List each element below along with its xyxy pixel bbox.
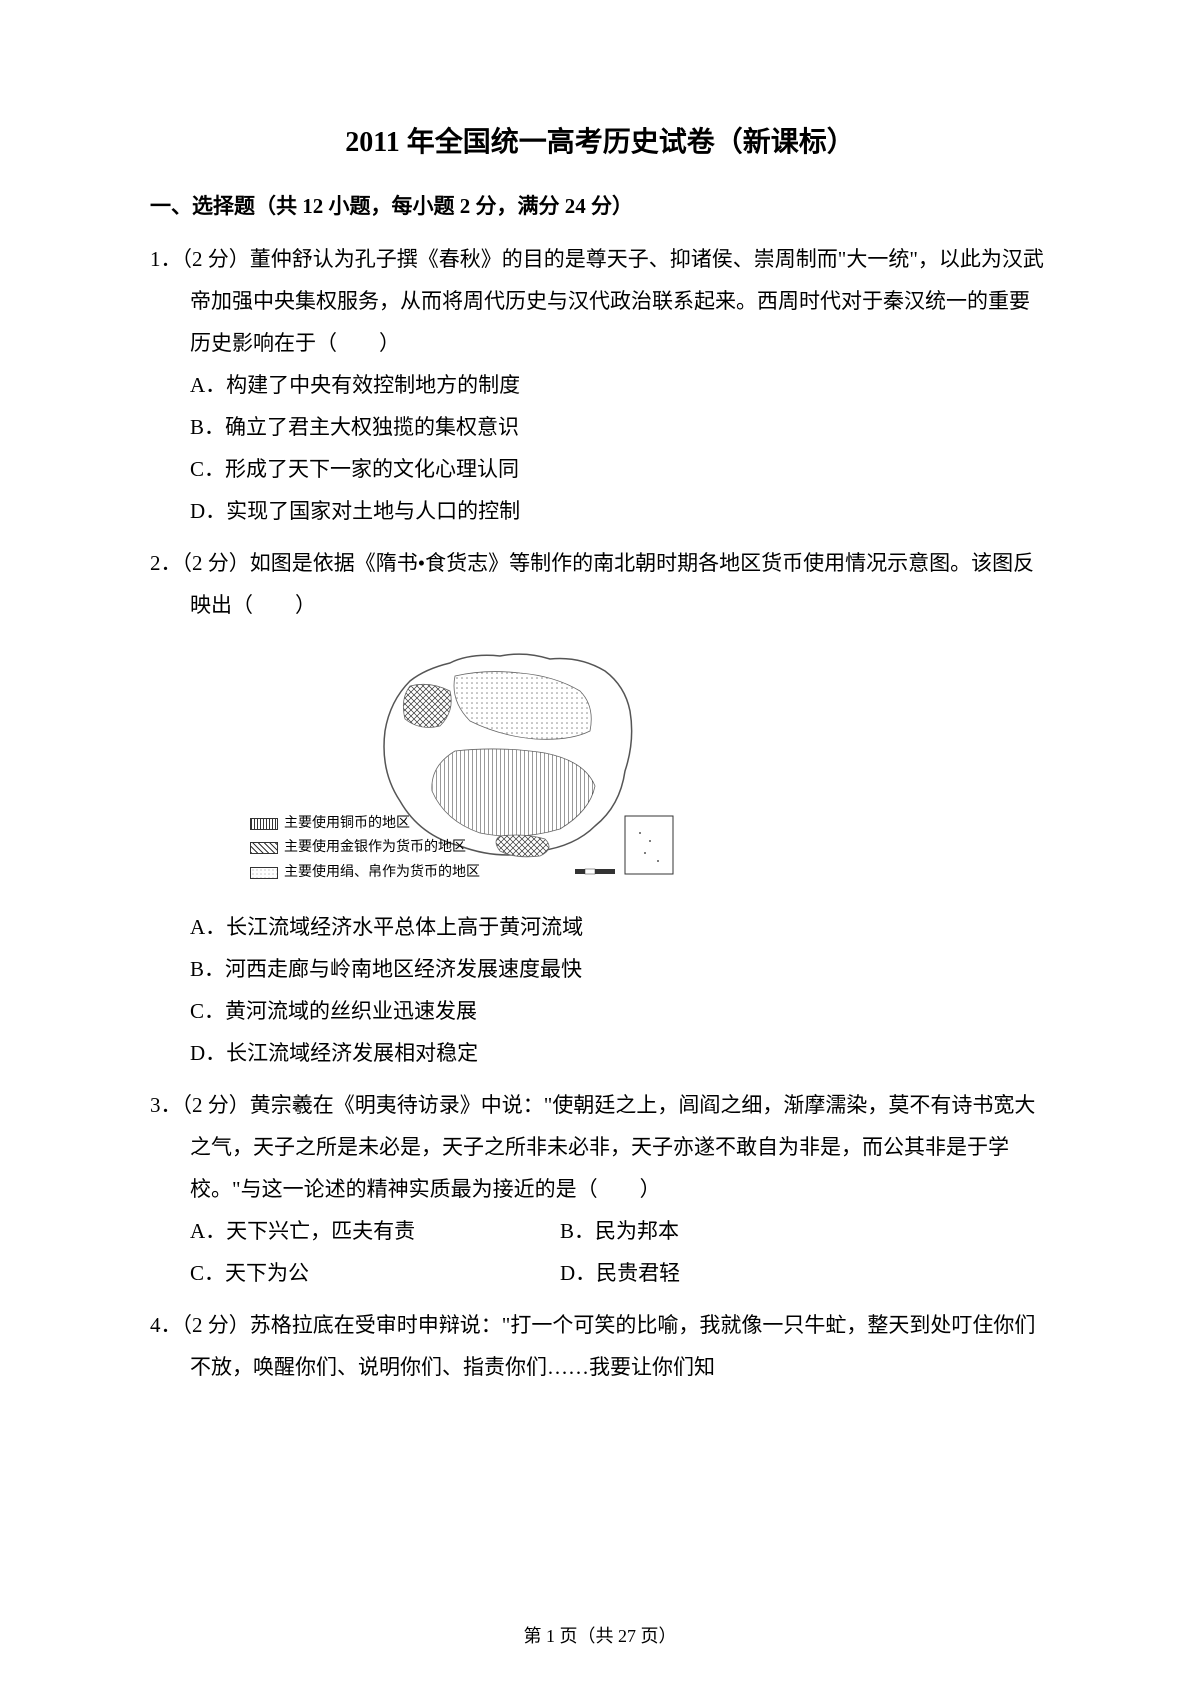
question-options: A．构建了中央有效控制地方的制度 B．确立了君主大权独揽的集权意识 C．形成了天…	[150, 364, 1050, 532]
legend-item: 主要使用金银作为货币的地区	[250, 837, 480, 859]
map-legend: 主要使用铜币的地区 主要使用金银作为货币的地区 主要使用绢、帛作为货币的地区	[250, 813, 480, 886]
question-number: 4．	[150, 1313, 182, 1337]
question-1: 1．（2 分）董仲舒认为孔子撰《春秋》的目的是尊天子、抑诸侯、崇周制而"大一统"…	[150, 238, 1050, 532]
question-points: （2 分）	[182, 551, 250, 575]
question-number: 2．	[150, 551, 182, 575]
question-points: （2 分）	[182, 1313, 250, 1337]
option-a: A．天下兴亡，匹夫有责	[190, 1210, 560, 1252]
option-a: A．长江流域经济水平总体上高于黄河流域	[190, 906, 1050, 948]
question-4: 4．（2 分）苏格拉底在受审时申辩说："打一个可笑的比喻，我就像一只牛虻，整天到…	[150, 1304, 1050, 1388]
map-figure-container: 主要使用铜币的地区 主要使用金银作为货币的地区 主要使用绢、帛作为货币的地区	[150, 641, 1050, 891]
option-c: C．形成了天下一家的文化心理认同	[190, 448, 1050, 490]
option-b: B．河西走廊与岭南地区经济发展速度最快	[190, 948, 1050, 990]
question-stem: 4．（2 分）苏格拉底在受审时申辩说："打一个可笑的比喻，我就像一只牛虻，整天到…	[150, 1304, 1050, 1388]
question-stem-text: 黄宗羲在《明夷待访录》中说："使朝廷之上，闾阎之细，渐摩濡染，莫不有诗书宽大之气…	[190, 1093, 1035, 1201]
question-stem-text: 董仲舒认为孔子撰《春秋》的目的是尊天子、抑诸侯、崇周制而"大一统"，以此为汉武帝…	[190, 247, 1044, 355]
legend-swatch-stripes-icon	[250, 818, 278, 830]
section-heading: 一、选择题（共 12 小题，每小题 2 分，满分 24 分）	[150, 190, 1050, 220]
option-d: D．民贵君轻	[560, 1252, 680, 1294]
question-2: 2．（2 分）如图是依据《隋书•食货志》等制作的南北朝时期各地区货币使用情况示意…	[150, 542, 1050, 1074]
option-d: D．实现了国家对土地与人口的控制	[190, 490, 1050, 532]
option-c: C．黄河流域的丝织业迅速发展	[190, 990, 1050, 1032]
question-stem-text: 苏格拉底在受审时申辩说："打一个可笑的比喻，我就像一只牛虻，整天到处叮住你们不放…	[190, 1313, 1035, 1379]
legend-swatch-cross-icon	[250, 842, 278, 854]
legend-label: 主要使用金银作为货币的地区	[284, 837, 466, 859]
option-b: B．确立了君主大权独揽的集权意识	[190, 406, 1050, 448]
map-figure: 主要使用铜币的地区 主要使用金银作为货币的地区 主要使用绢、帛作为货币的地区	[250, 641, 680, 891]
question-stem: 2．（2 分）如图是依据《隋书•食货志》等制作的南北朝时期各地区货币使用情况示意…	[150, 542, 1050, 626]
question-stem-text: 如图是依据《隋书•食货志》等制作的南北朝时期各地区货币使用情况示意图。该图反映出…	[190, 551, 1034, 617]
legend-item: 主要使用绢、帛作为货币的地区	[250, 862, 480, 884]
legend-label: 主要使用铜币的地区	[284, 813, 410, 835]
question-stem: 1．（2 分）董仲舒认为孔子撰《春秋》的目的是尊天子、抑诸侯、崇周制而"大一统"…	[150, 238, 1050, 364]
question-points: （2 分）	[182, 247, 250, 271]
option-c: C．天下为公	[190, 1252, 560, 1294]
option-d: D．长江流域经济发展相对稳定	[190, 1032, 1050, 1074]
page-title: 2011 年全国统一高考历史试卷（新课标）	[150, 120, 1050, 160]
question-options: A．长江流域经济水平总体上高于黄河流域 B．河西走廊与岭南地区经济发展速度最快 …	[150, 906, 1050, 1074]
question-number: 1．	[150, 247, 182, 271]
question-options: A．天下兴亡，匹夫有责 B．民为邦本 C．天下为公 D．民贵君轻	[150, 1210, 1050, 1294]
question-3: 3．（2 分）黄宗羲在《明夷待访录》中说："使朝廷之上，闾阎之细，渐摩濡染，莫不…	[150, 1084, 1050, 1294]
question-number: 3．	[150, 1093, 182, 1117]
page-footer: 第 1 页（共 27 页）	[0, 1622, 1200, 1648]
legend-label: 主要使用绢、帛作为货币的地区	[284, 862, 480, 884]
option-b: B．民为邦本	[560, 1210, 679, 1252]
question-stem: 3．（2 分）黄宗羲在《明夷待访录》中说："使朝廷之上，闾阎之细，渐摩濡染，莫不…	[150, 1084, 1050, 1210]
legend-swatch-dots-icon	[250, 867, 278, 879]
option-a: A．构建了中央有效控制地方的制度	[190, 364, 1050, 406]
question-points: （2 分）	[182, 1093, 250, 1117]
legend-item: 主要使用铜币的地区	[250, 813, 480, 835]
